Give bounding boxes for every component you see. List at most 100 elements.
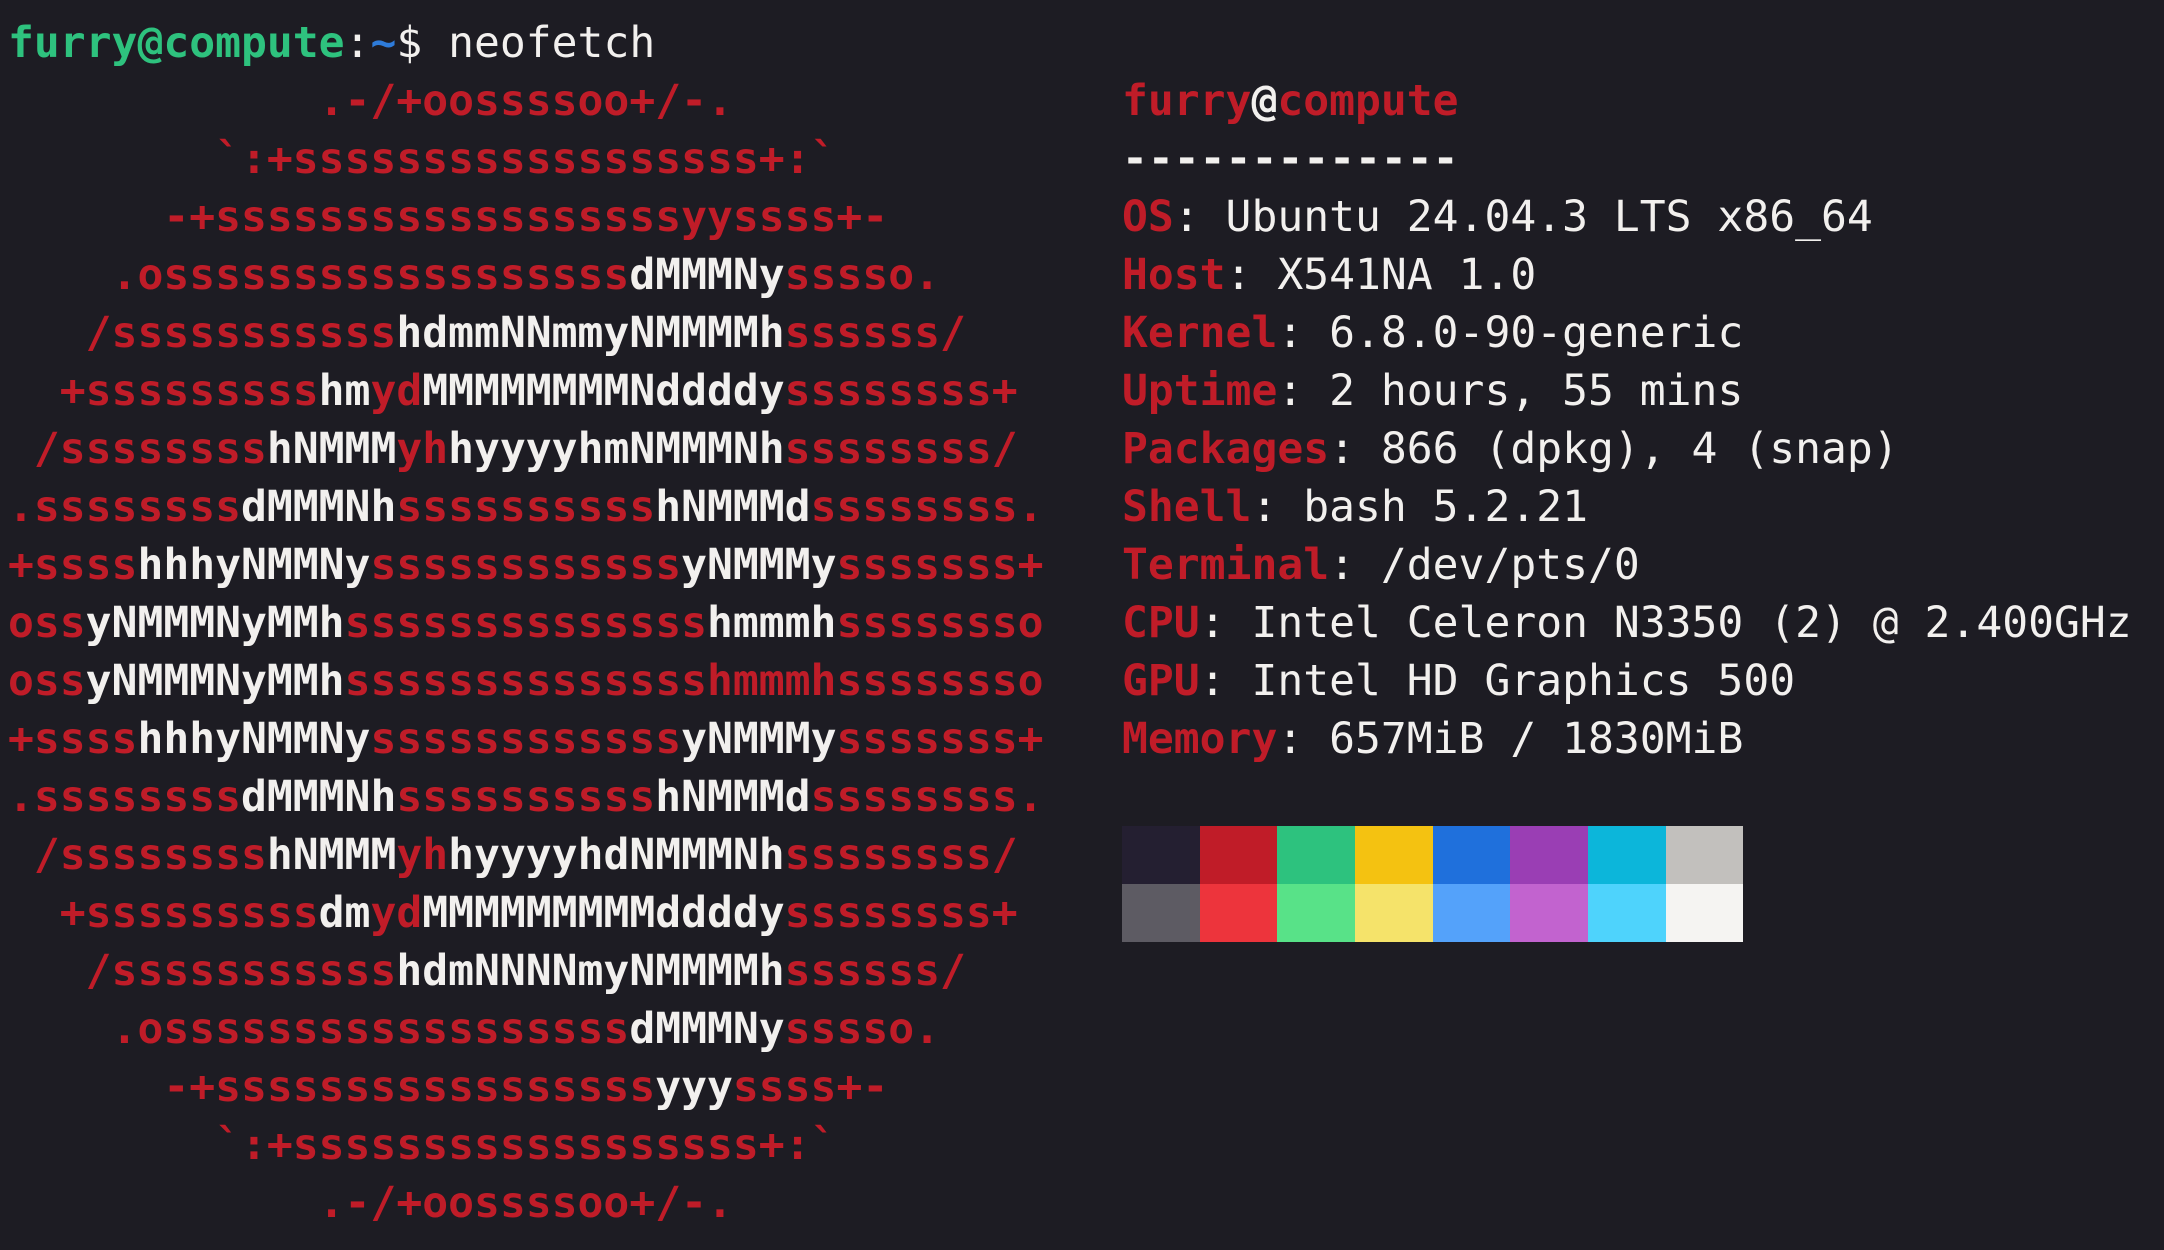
info-row-terminal: Terminal: /dev/pts/0: [1122, 536, 2132, 594]
ascii-art-segment: /sssssssssss: [8, 308, 397, 358]
info-label: Shell: [1122, 482, 1252, 532]
info-row-os: OS: Ubuntu 24.04.3 LTS x86_64: [1122, 188, 2132, 246]
ascii-art-segment: .ssssssss: [8, 772, 241, 822]
ascii-art-segment: sssso.: [784, 1004, 941, 1054]
ascii-art-segment: yNMMMy: [681, 714, 837, 764]
ascii-art-segment: /ssssssss: [8, 424, 267, 474]
info-row-host: Host: X541NA 1.0: [1122, 246, 2132, 304]
title-segment: furry: [1122, 76, 1252, 126]
ascii-art-segment: yyy: [655, 1062, 733, 1112]
ascii-art-segment: yd: [370, 888, 423, 938]
color-swatch-bright-0: [1122, 884, 1200, 942]
info-row-shell: Shell: bash 5.2.21: [1122, 478, 2132, 536]
info-label: Host: [1122, 250, 1226, 300]
ascii-art-segment: ssssssss+: [784, 888, 1018, 938]
ascii-art-line: +sssssssssdmydMMMMMMMMMddddyssssssss+: [8, 884, 1044, 942]
ascii-art-segment: .-/+oossssoo+/-.: [8, 1178, 733, 1228]
color-swatch-normal-0: [1122, 826, 1200, 884]
ascii-art-segment: hyyyyhdNMMMNh: [448, 830, 785, 880]
shell-prompt: furry@compute:~$ neofetch: [8, 14, 655, 72]
ascii-art-segment: ssssssso: [836, 598, 1044, 648]
prompt-segment: :: [344, 18, 371, 68]
ascii-art-segment: yh: [396, 830, 449, 880]
ascii-art-line: .-/+oossssoo+/-.: [8, 1174, 1044, 1232]
color-swatch-bright-3: [1354, 884, 1433, 942]
info-label: Packages: [1122, 424, 1330, 474]
info-row-packages: Packages: 866 (dpkg), 4 (snap): [1122, 420, 2132, 478]
color-swatch-bright-5: [1510, 884, 1588, 942]
color-swatch-normal-2: [1277, 826, 1355, 884]
color-swatch-bright-2: [1277, 884, 1355, 942]
ascii-art-line: `:+ssssssssssssssssss+:`: [8, 130, 1044, 188]
ascii-art-line: +ssssssssshmydMMMMMMMMNddddyssssssss+: [8, 362, 1044, 420]
ascii-art-segment: ssssssss.: [810, 482, 1044, 532]
info-label: Memory: [1122, 714, 1278, 764]
ascii-art-segment: hdmmNNmmyNMMMMh: [396, 308, 785, 358]
info-label: Kernel: [1122, 308, 1278, 358]
ascii-art-line: .ossssssssssssssssssdMMMNysssso.: [8, 1000, 1044, 1058]
ascii-art-segment: sssssss+: [836, 714, 1044, 764]
info-label: Terminal: [1122, 540, 1330, 590]
ascii-art-segment: `:+ssssssssssssssssss+:`: [8, 1120, 837, 1170]
ascii-art-line: ossyNMMMNyMMhsssssssssssssshmmmhssssssso: [8, 652, 1044, 710]
ascii-art-segment: +sssssssss: [8, 888, 319, 938]
info-value: : 6.8.0-90-generic: [1277, 308, 1744, 358]
ascii-art-segment: hNMMM: [266, 830, 397, 880]
color-swatch-normal-1: [1199, 826, 1278, 884]
ascii-art-segment: ssssssssssss: [370, 540, 682, 590]
ascii-art-segment: dm: [318, 888, 371, 938]
ascii-art-segment: ssssssss+: [784, 366, 1018, 416]
neofetch-title: furry@compute: [1122, 72, 2132, 130]
ascii-art-line: ossyNMMMNyMMhsssssssssssssshmmmhssssssso: [8, 594, 1044, 652]
info-row-memory: Memory: 657MiB / 1830MiB: [1122, 710, 2132, 768]
ascii-art-segment: hhhyNMMNy: [137, 714, 371, 764]
ascii-art-segment: ssssss/: [784, 308, 966, 358]
ascii-art-segment: ssssssssss: [396, 772, 656, 822]
info-label: CPU: [1122, 598, 1200, 648]
info-value: : Intel Celeron N3350 (2) @ 2.400GHz: [1199, 598, 2132, 648]
info-label: GPU: [1122, 656, 1200, 706]
ascii-art-line: /sssssssshNMMMyhhyyyyhdNMMMNhssssssss/: [8, 826, 1044, 884]
info-value: : 657MiB / 1830MiB: [1277, 714, 1744, 764]
ascii-art-segment: hdmNNNNmyNMMMMh: [396, 946, 785, 996]
ascii-art-line: -+ssssssssssssssssssyyssss+-: [8, 188, 1044, 246]
ascii-art-segment: ssssssss/: [784, 830, 1018, 880]
info-value: : X541NA 1.0: [1225, 250, 1537, 300]
ascii-art-segment: hNMMMd: [655, 772, 811, 822]
ascii-art-line: .ssssssssdMMMNhsssssssssshNMMMdssssssss.: [8, 478, 1044, 536]
ascii-art-segment: hNMMM: [266, 424, 397, 474]
terminal-color-palette: [1122, 826, 2132, 942]
info-row-gpu: GPU: Intel HD Graphics 500: [1122, 652, 2132, 710]
title-segment: compute: [1277, 76, 1459, 126]
ascii-art-line: /ssssssssssshdmmNNmmyNMMMMhssssss/: [8, 304, 1044, 362]
ascii-art-line: /ssssssssssshdmNNNNmyNMMMMhssssss/: [8, 942, 1044, 1000]
color-swatch-normal-3: [1354, 826, 1433, 884]
info-value: : /dev/pts/0: [1329, 540, 1640, 590]
ascii-art-segment: ssss+-: [732, 1062, 889, 1112]
ascii-art-segment: hNMMMd: [655, 482, 811, 532]
info-row-kernel: Kernel: 6.8.0-90-generic: [1122, 304, 2132, 362]
ascii-art-segment: yNMMMy: [681, 540, 837, 590]
palette-row-normal: [1122, 826, 2132, 884]
ascii-art-segment: hyyyyhmNMMMNh: [448, 424, 785, 474]
ascii-art-segment: yd: [370, 366, 423, 416]
prompt-segment: furry@compute: [8, 18, 345, 68]
color-swatch-normal-6: [1587, 826, 1666, 884]
color-swatch-bright-6: [1587, 884, 1666, 942]
ascii-art-line: .ssssssssdMMMNhsssssssssshNMMMdssssssss.: [8, 768, 1044, 826]
ascii-art-segment: yh: [396, 424, 449, 474]
info-label: Uptime: [1122, 366, 1278, 416]
ascii-art-segment: hhhyNMMNy: [137, 540, 371, 590]
ascii-art-segment: -+sssssssssssssssss: [8, 1062, 656, 1112]
ascii-art-segment: .-/+oossssoo+/-.: [8, 76, 733, 126]
ascii-art-line: +sssshhhyNMMNyssssssssssssyNMMMysssssss+: [8, 710, 1044, 768]
color-swatch-bright-4: [1432, 884, 1511, 942]
blank-line: [1122, 768, 2132, 826]
ascii-art-segment: ssssssss/: [784, 424, 1018, 474]
ascii-art-segment: .ssssssss: [8, 482, 241, 532]
ascii-art-line: .-/+oossssoo+/-.: [8, 72, 1044, 130]
ascii-art-segment: ssssssssssss: [370, 714, 682, 764]
ascii-art-segment: dMMMNy: [629, 1004, 785, 1054]
ascii-art-segment: yNMMMNyMMh: [85, 656, 345, 706]
